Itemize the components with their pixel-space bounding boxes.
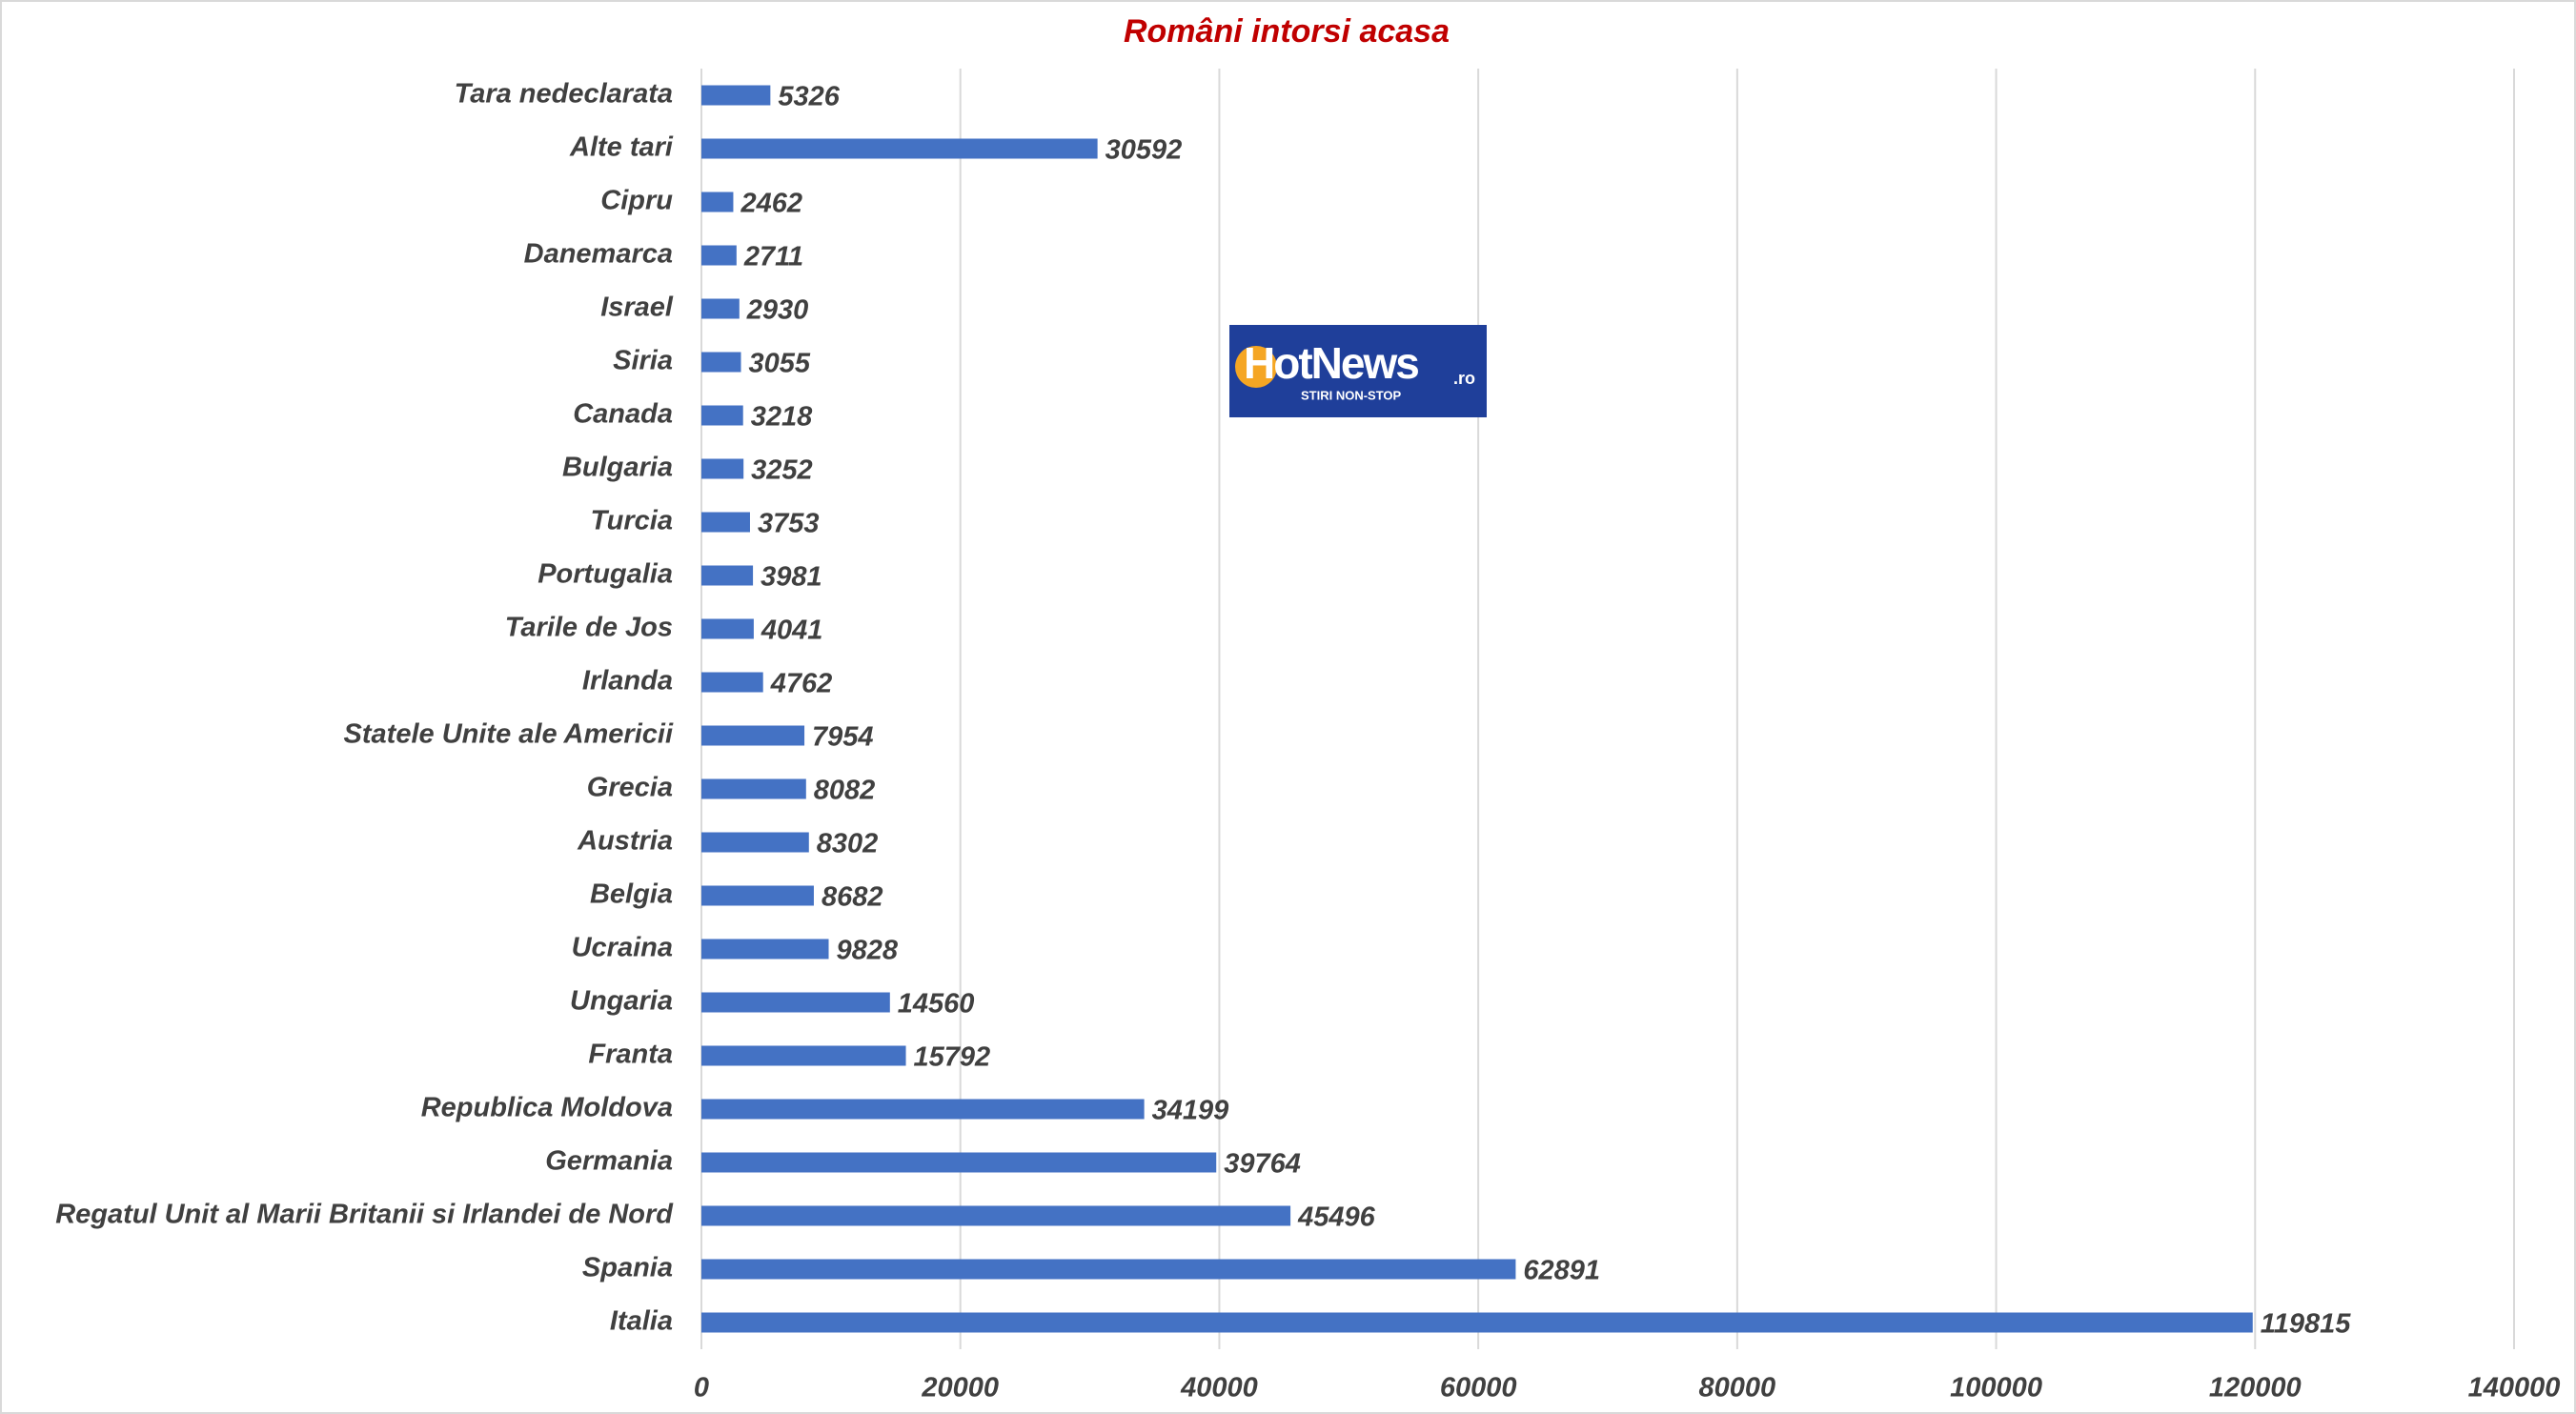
- x-tick-label: 100000: [1950, 1373, 2042, 1404]
- bar: [701, 352, 741, 373]
- y-tick-label: Danemarca: [524, 239, 673, 270]
- bar: [701, 405, 743, 426]
- y-tick-label: Bulgaria: [562, 453, 673, 483]
- value-label: 3753: [758, 509, 820, 539]
- y-tick-label: Irlanda: [582, 666, 673, 697]
- value-label: 7954: [812, 722, 874, 753]
- y-tick-label: Ucraina: [572, 933, 673, 963]
- y-tick-label: Belgia: [590, 879, 673, 910]
- y-tick-label: Regatul Unit al Marii Britanii si Irland…: [55, 1200, 674, 1230]
- value-label: 5326: [778, 82, 840, 112]
- value-label: 4762: [770, 669, 833, 699]
- logo-name: HotNews: [1244, 338, 1418, 388]
- value-label: 9828: [837, 936, 899, 966]
- bar: [701, 672, 763, 693]
- value-label: 39764: [1224, 1149, 1301, 1180]
- x-tick-label: 20000: [921, 1373, 999, 1404]
- value-label: 4041: [761, 616, 823, 646]
- y-tick-label: Statele Unite ale Americii: [344, 719, 674, 750]
- y-tick-label: Ungaria: [570, 986, 673, 1017]
- value-label: 34199: [1152, 1096, 1229, 1126]
- bar: [701, 1152, 1217, 1173]
- value-label: 30592: [1105, 135, 1183, 166]
- bar: [701, 939, 829, 960]
- x-tick-label: 140000: [2468, 1373, 2561, 1404]
- x-tick-label: 80000: [1699, 1373, 1776, 1404]
- y-tick-label: Tarile de Jos: [505, 613, 673, 643]
- bar: [701, 1099, 1145, 1120]
- bar: [701, 458, 744, 479]
- x-tick-label: 60000: [1440, 1373, 1517, 1404]
- logo-tagline: STIRI NON-STOP: [1301, 388, 1402, 402]
- value-label: 14560: [898, 989, 975, 1020]
- value-label: 8082: [814, 776, 876, 806]
- x-tick-label: 120000: [2209, 1373, 2302, 1404]
- bar: [701, 85, 771, 106]
- bar: [701, 725, 805, 746]
- y-tick-label: Alte tari: [569, 132, 674, 163]
- bar: [701, 832, 809, 853]
- value-label: 119815: [2261, 1309, 2351, 1340]
- value-label: 3252: [751, 455, 813, 486]
- bar: [701, 565, 754, 586]
- bar: [701, 138, 1098, 159]
- y-tick-label: Italia: [610, 1306, 673, 1337]
- bar: [701, 778, 806, 799]
- bar: [701, 1259, 1516, 1280]
- bar: [701, 992, 890, 1013]
- bar: [701, 512, 750, 533]
- value-label: 8682: [821, 882, 883, 913]
- value-label: 3218: [751, 402, 813, 433]
- value-label: 3055: [749, 349, 811, 379]
- value-label: 2711: [743, 242, 803, 273]
- bar: [701, 885, 814, 906]
- value-label: 45496: [1297, 1202, 1376, 1233]
- bar: [701, 192, 734, 212]
- chart-title: Români intorsi acasa: [1124, 13, 1450, 50]
- x-tick-label: 40000: [1180, 1373, 1258, 1404]
- y-tick-label: Siria: [613, 346, 673, 376]
- value-label: 2930: [746, 295, 809, 326]
- bar: [701, 1205, 1291, 1226]
- y-tick-label: Germania: [545, 1146, 673, 1177]
- y-tick-label: Turcia: [590, 506, 673, 536]
- value-label: 15792: [914, 1042, 991, 1073]
- y-tick-label: Austria: [577, 826, 673, 857]
- value-label: 8302: [817, 829, 879, 859]
- y-tick-label: Tara nedeclarata: [455, 79, 673, 110]
- y-tick-label: Israel: [600, 293, 674, 323]
- logo-suffix: .ro: [1453, 369, 1475, 388]
- value-label: 62891: [1523, 1256, 1600, 1286]
- bar: [701, 245, 737, 266]
- logo-sun: [1235, 346, 1277, 388]
- y-tick-label: Republica Moldova: [421, 1093, 673, 1123]
- bar: [701, 1045, 906, 1066]
- x-tick-label: 0: [694, 1373, 709, 1404]
- y-tick-label: Spania: [582, 1253, 673, 1283]
- bar: [701, 618, 754, 639]
- value-label: 3981: [761, 562, 822, 593]
- y-tick-label: Franta: [588, 1040, 673, 1070]
- bar: [701, 1312, 2253, 1333]
- bar: [701, 298, 740, 319]
- y-tick-label: Canada: [573, 399, 673, 430]
- y-tick-label: Portugalia: [538, 559, 673, 590]
- logo: HotNews .ro STIRI NON-STOP: [1229, 325, 1487, 417]
- value-label: 2462: [740, 189, 802, 219]
- y-tick-label: Cipru: [600, 186, 673, 216]
- y-tick-label: Grecia: [587, 773, 673, 803]
